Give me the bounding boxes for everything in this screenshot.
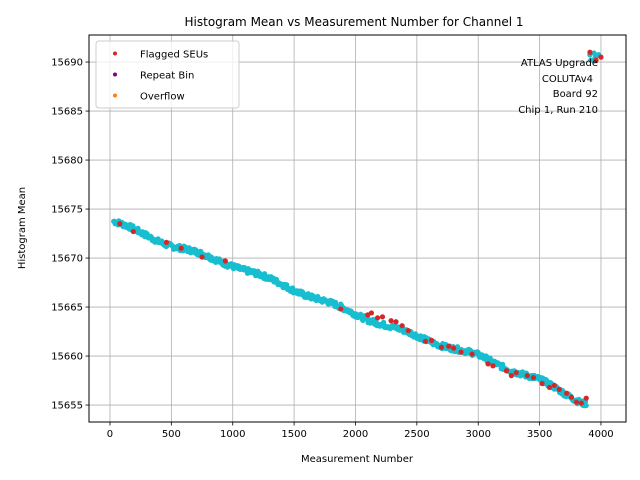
annotation-line-2: COLUTAv4 bbox=[542, 74, 593, 85]
flagged-point bbox=[485, 361, 491, 367]
legend-label: Overflow bbox=[140, 92, 185, 103]
data-point bbox=[583, 402, 589, 409]
flagged-point bbox=[338, 306, 344, 312]
x-tick-label: 2500 bbox=[404, 429, 429, 440]
annotation-box: ATLAS Upgrade COLUTAv4 Board 92 Chip 1, … bbox=[518, 58, 598, 116]
flagged-point bbox=[513, 370, 519, 376]
y-tick-label: 15665 bbox=[51, 303, 83, 314]
y-tick-label: 15690 bbox=[51, 58, 83, 69]
legend-marker bbox=[113, 51, 117, 56]
flagged-point bbox=[598, 54, 604, 60]
flagged-point bbox=[530, 375, 537, 381]
flagged-point bbox=[446, 343, 452, 349]
x-tick-label: 2000 bbox=[343, 429, 368, 440]
flagged-point bbox=[583, 395, 589, 401]
flagged-point bbox=[163, 239, 170, 245]
x-tick-label: 3000 bbox=[465, 429, 490, 440]
annotation-line-4: Chip 1, Run 210 bbox=[518, 105, 598, 116]
x-tick-label: 500 bbox=[162, 429, 181, 440]
legend-box bbox=[95, 40, 240, 109]
legend-label: Repeat Bin bbox=[140, 71, 194, 82]
x-tick-label: 4000 bbox=[588, 429, 613, 440]
flagged-point bbox=[556, 386, 562, 392]
flagged-point bbox=[405, 327, 411, 334]
legend: Flagged SEUs Repeat Bin Overflow bbox=[95, 40, 240, 109]
flagged-point bbox=[587, 49, 593, 55]
y-tick-label: 15680 bbox=[51, 156, 83, 167]
y-tick-label: 15670 bbox=[51, 254, 83, 265]
legend-marker bbox=[113, 93, 117, 98]
flagged-point bbox=[458, 349, 464, 355]
flagged-point bbox=[438, 344, 444, 350]
flagged-point bbox=[374, 315, 381, 321]
legend-label: Flagged SEUs bbox=[140, 50, 208, 61]
flagged-point bbox=[546, 384, 553, 391]
flagged-point bbox=[551, 382, 557, 389]
flagged-point bbox=[568, 394, 575, 400]
y-tick-label: 15660 bbox=[51, 352, 83, 363]
flagged-point bbox=[178, 245, 184, 251]
flagged-point bbox=[428, 337, 435, 343]
flagged-point bbox=[130, 228, 136, 235]
flagged-point bbox=[469, 351, 475, 357]
legend-marker bbox=[113, 72, 117, 77]
flagged-point bbox=[563, 390, 570, 396]
y-tick-label: 15685 bbox=[51, 107, 83, 118]
flagged-point bbox=[379, 314, 386, 320]
chart-title: Histogram Mean vs Measurement Number for… bbox=[185, 15, 524, 29]
y-tick-label: 15655 bbox=[51, 401, 83, 412]
x-tick-label: 3500 bbox=[527, 429, 552, 440]
axes-frame bbox=[88, 34, 627, 423]
data-point bbox=[588, 57, 594, 63]
flagged-point bbox=[388, 318, 394, 324]
flagged-point bbox=[117, 221, 123, 227]
x-tick-label: 1500 bbox=[281, 429, 306, 440]
flagged-point bbox=[573, 399, 580, 405]
flagged-point bbox=[593, 57, 599, 63]
flagged-point bbox=[422, 338, 429, 344]
x-tick-label: 1000 bbox=[220, 429, 245, 440]
y-tick-label: 15675 bbox=[51, 205, 83, 216]
flagged-point bbox=[578, 400, 584, 406]
x-tick-label: 0 bbox=[107, 429, 113, 440]
flagged-point bbox=[539, 380, 545, 387]
annotation-line-3: Board 92 bbox=[553, 89, 598, 100]
flagged-point bbox=[399, 323, 405, 329]
flagged-point bbox=[508, 373, 514, 379]
data-layer bbox=[111, 49, 604, 409]
flagged-point bbox=[199, 254, 205, 260]
flagged-point bbox=[503, 368, 510, 374]
data-point bbox=[591, 50, 597, 56]
flagged-point bbox=[393, 319, 399, 325]
annotation-line-1: ATLAS Upgrade bbox=[521, 58, 598, 69]
flagged-point bbox=[451, 345, 457, 351]
ticks: 0 500 1000 1500 2000 2500 3000 3500 4000 15655 156… bbox=[51, 58, 613, 440]
flagged-point bbox=[368, 310, 375, 316]
y-axis-label: Histogram Mean bbox=[17, 187, 28, 269]
flagged-point bbox=[490, 363, 496, 369]
flagged-point bbox=[524, 373, 530, 379]
flagged-point bbox=[222, 258, 228, 264]
x-axis-label: Measurement Number bbox=[301, 454, 414, 465]
